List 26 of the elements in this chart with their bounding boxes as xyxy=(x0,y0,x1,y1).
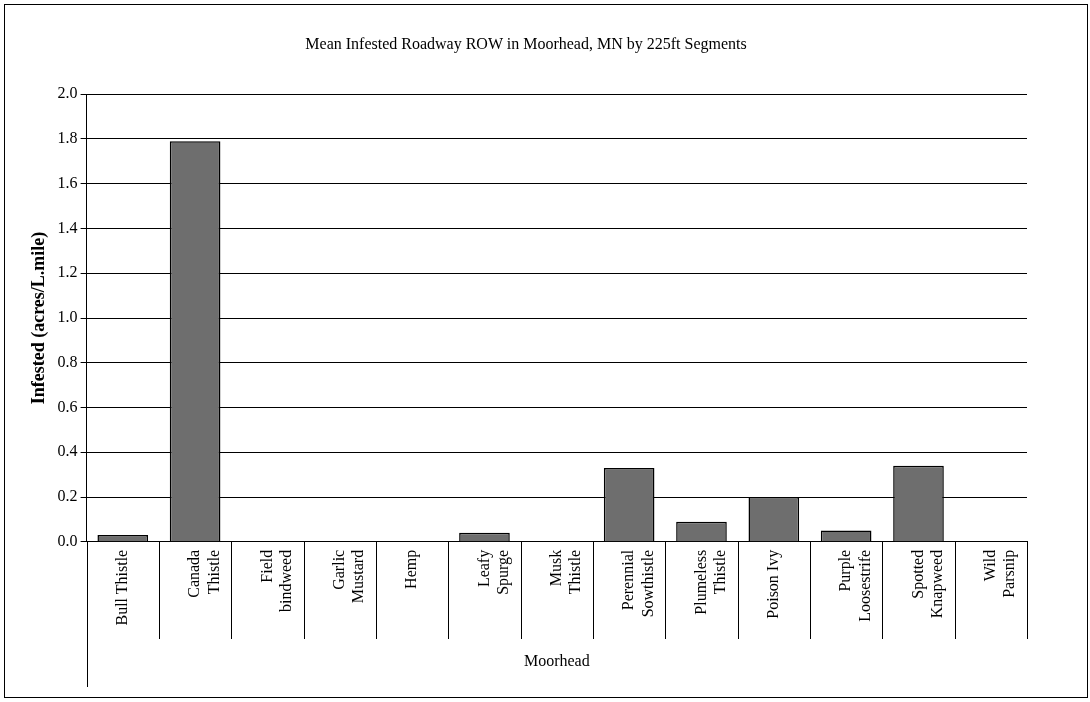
y-axis-title: Infested (acres/L.mile) xyxy=(28,231,50,405)
y-tick-label: 0.8 xyxy=(57,352,78,370)
x-tick-label: Field bindweed xyxy=(257,549,294,612)
y-tick-label: 1.2 xyxy=(57,263,78,281)
chart-title: Mean Infested Roadway ROW in Moorhead, MN by 225ft Segments xyxy=(305,34,747,53)
x-tick-label: Leafy Spurge xyxy=(474,549,512,595)
x-tick-label: Hemp xyxy=(402,549,421,589)
y-tick-label: 1.4 xyxy=(57,218,78,236)
y-tick-label: 0.2 xyxy=(57,487,78,505)
y-tick-label: 0.0 xyxy=(57,532,78,549)
x-tick-label: Musk Thistle xyxy=(547,549,584,595)
y-tick-label: 1.0 xyxy=(57,308,78,326)
y-tick-label: 0.6 xyxy=(57,397,78,415)
y-tick-label: 1.8 xyxy=(57,129,78,147)
x-tick-label: Perennial Sowthistle xyxy=(619,549,656,618)
y-tick-label: 1.6 xyxy=(57,173,78,191)
x-tick-label: Bull Thistle xyxy=(112,549,130,626)
x-tick-label: Wild Parsnip xyxy=(981,549,1019,598)
x-axis-title: Moorhead xyxy=(523,651,590,669)
x-tick-label: Spotted Knapweed xyxy=(908,549,946,619)
x-tick-label: Plumeless Thistle xyxy=(691,549,728,615)
x-tick-label: Canada Thistle xyxy=(185,549,222,598)
y-tick-label: 0.4 xyxy=(57,442,78,460)
x-tick-label: Purple Loosestrife xyxy=(836,549,873,622)
x-tick-label: Poison Ivy xyxy=(764,549,783,619)
y-tick-label: 2.0 xyxy=(57,84,78,102)
